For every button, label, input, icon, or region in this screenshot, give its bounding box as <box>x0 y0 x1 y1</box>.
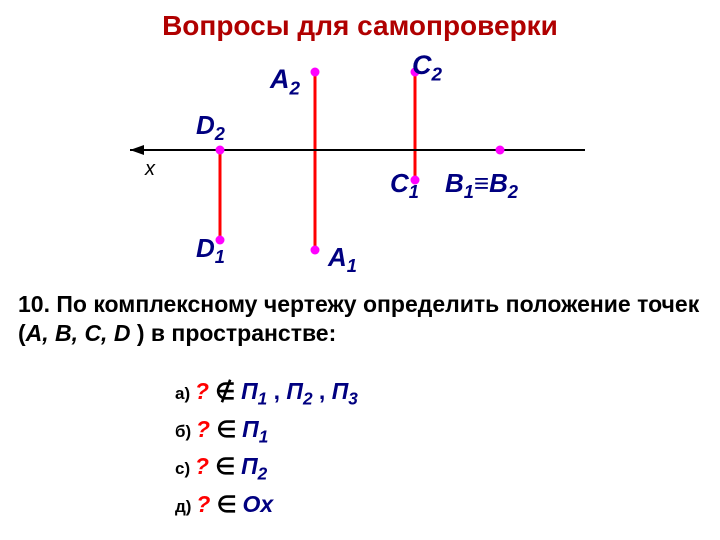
answer-question-mark: ? <box>196 491 216 517</box>
x-axis-arrow <box>130 145 144 155</box>
answer-separator: , <box>267 378 286 404</box>
question-text: 10. По комплексному чертежу определить п… <box>18 290 702 348</box>
answer-question-mark: ? <box>195 453 215 479</box>
point-B <box>496 146 505 155</box>
point-A2 <box>311 68 320 77</box>
answer-plane: П2 <box>286 378 312 404</box>
answer-symbol: ∈ <box>216 417 242 442</box>
answer-symbol: ∈ <box>217 492 243 517</box>
answer-question-mark: ? <box>196 416 216 442</box>
answer-option: с) ? ∈ П2 <box>175 453 358 485</box>
answer-plane: П2 <box>241 453 267 479</box>
answer-list: а) ? ∉ П1 , П2 , П3 б) ? ∈ П1 с) ? ∈ П2 д) … <box>175 378 358 524</box>
diagram-svg <box>0 50 720 280</box>
point-D2 <box>216 146 225 155</box>
answer-letter: б) <box>175 422 196 441</box>
answer-plane: П1 <box>242 416 268 442</box>
page-title: Вопросы для самопроверки <box>0 10 720 42</box>
answer-plane: Ох <box>242 491 273 517</box>
answer-symbol: ∈ <box>215 454 241 479</box>
point-label-D2: D2 <box>196 110 225 145</box>
question-prefix: 10. <box>18 291 56 317</box>
answer-plane: П3 <box>332 378 358 404</box>
answer-option: д) ? ∈ Ох <box>175 491 358 518</box>
point-label-D1: D1 <box>196 233 225 268</box>
question-italic: A, B, C, D <box>26 320 131 346</box>
answer-letter: д) <box>175 497 196 516</box>
point-label-C1: C1 <box>390 168 419 203</box>
answer-plane: П1 <box>241 378 267 404</box>
point-label-C2: C2 <box>412 50 442 86</box>
x-axis-label: x <box>145 158 155 181</box>
answer-question-mark: ? <box>195 378 215 404</box>
answer-separator: , <box>313 378 332 404</box>
answer-option: а) ? ∉ П1 , П2 , П3 <box>175 378 358 410</box>
point-label-A2: A2 <box>270 64 300 100</box>
answer-letter: с) <box>175 459 195 478</box>
title-text: Вопросы для самопроверки <box>162 10 558 41</box>
point-label-A1: A1 <box>328 242 357 277</box>
answer-letter: а) <box>175 384 195 403</box>
answer-option: б) ? ∈ П1 <box>175 416 358 448</box>
point-label-B: B1≡B2 <box>445 168 518 203</box>
answer-symbol: ∉ <box>215 379 241 404</box>
question-after: ) в пространстве: <box>130 320 336 346</box>
geometry-diagram: x D2 D1 A2 A1 C2 C1 B1≡B2 <box>0 50 720 280</box>
point-A1 <box>311 246 320 255</box>
